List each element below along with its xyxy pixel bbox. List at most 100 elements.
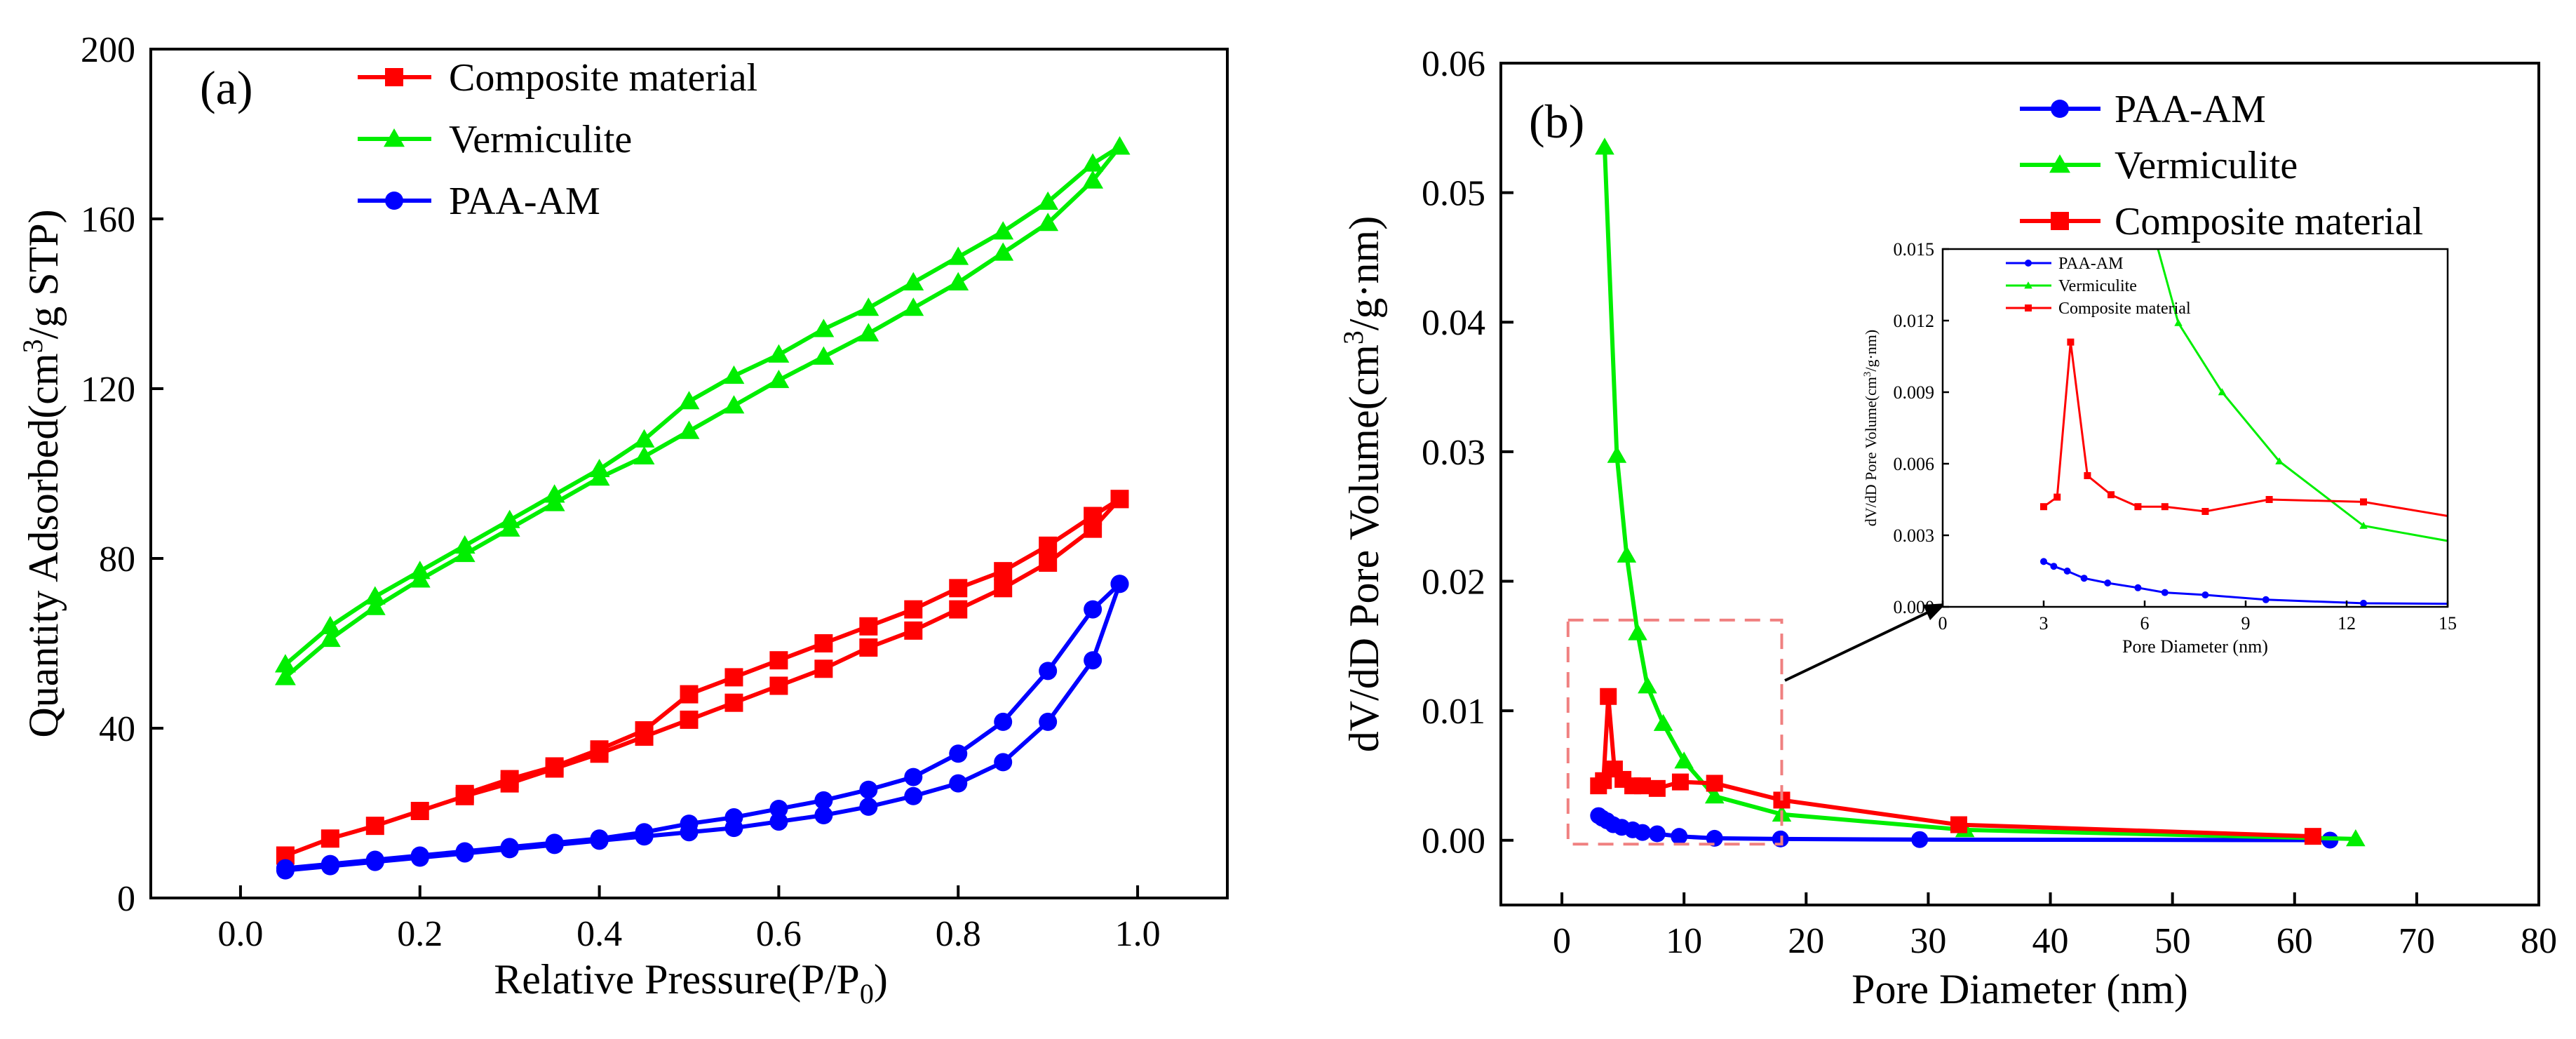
panel-a-composite-material-adsorption-point	[365, 817, 384, 836]
panel-a-vermiculite-adsorption-point	[948, 272, 969, 290]
inset-x-axis-label: Pore Diameter (nm)	[2122, 636, 2268, 657]
panel-a-vermiculite-desorption-point	[813, 319, 835, 337]
panel-b-label: (b)	[1529, 95, 1584, 148]
panel-a-label: (a)	[200, 61, 252, 114]
inset-legend: PAA-AM Vermiculite Composite material	[2006, 255, 2191, 318]
panel-b-paa-am-point	[1648, 825, 1666, 843]
panel-b-composite-material-point	[1950, 816, 1967, 833]
panel-b-chart: 0 10 20 30 40 50 60 70 800.000.010.020.030.040.0…	[1337, 44, 2557, 1012]
panel-a-vermiculite-desorption-point	[364, 586, 386, 605]
panel-a-paa-am-desorption-point	[455, 842, 474, 861]
inset-composite-material-point	[2161, 503, 2169, 511]
panel-b-vermiculite-point	[1638, 676, 1657, 694]
inset-vermiculite-point	[2359, 521, 2368, 529]
panel-a-vermiculite-desorption-point	[1082, 153, 1104, 172]
panel-a-paa-am-desorption-point	[724, 808, 743, 827]
panel-b-legend: PAA-AM Vermiculite Composite material	[2020, 88, 2423, 243]
panel-a-chart: 0.0 0.2 0.4 0.6 0.8 1.0 0 40 80 120 160 200 (a) Rel…	[17, 30, 1229, 1010]
inset-y-tick-label: 0.003	[1894, 525, 1935, 546]
inset-composite-material-point	[2040, 503, 2047, 511]
panel-a-composite-material-adsorption-point	[769, 676, 788, 695]
inset-legend-vermiculite-marker	[2024, 281, 2032, 289]
panel-a-x-tick-label: 0.2	[397, 914, 443, 954]
inset-x-tick-label: 9	[2241, 613, 2251, 634]
panel-a-vermiculite-desorption-point	[454, 535, 476, 554]
panel-a-paa-am-desorption-point	[1084, 600, 1102, 619]
inset-vermiculite-point	[2174, 319, 2183, 326]
inset-paa-am-point	[2262, 596, 2270, 603]
panel-a-vermiculite-adsorption-point	[274, 666, 296, 685]
inset-background	[1943, 249, 2448, 607]
inset-x-tick-label: 3	[2039, 613, 2049, 634]
inset-y-tick-label: 0.000	[1894, 597, 1935, 617]
panel-a-composite-material-adsorption-point	[814, 659, 833, 678]
inset-paa-am-point	[2050, 563, 2058, 570]
panel-a-composite-material-adsorption-point	[904, 621, 923, 640]
panel-b-vermiculite-point	[2346, 829, 2366, 847]
panel-a-legend: Composite material Vermiculite PAA-AM	[358, 56, 757, 223]
panel-b-x-tick-label: 40	[2032, 921, 2069, 961]
panel-b-x-tick-label: 10	[1666, 921, 1702, 961]
panel-a-paa-am-desorption-point	[590, 829, 609, 848]
panel-a-paa-am-adsorption-point	[814, 806, 833, 825]
panel-a-vermiculite-adsorption-point	[1037, 213, 1059, 232]
panel-a-x-tick-label: 0.0	[217, 914, 263, 954]
inset-y-tick-label: 0.009	[1894, 382, 1935, 403]
panel-b-y-axis-label: dV/dD Pore Volume(cm3/g·nm)	[1337, 216, 1387, 752]
panel-a-x-tick-label: 0.4	[576, 914, 622, 954]
inset-y-axis-label: dV/dD Pore Volume(cm3/g·nm)	[1862, 330, 1880, 526]
panel-b-x-tick-label: 0	[1553, 921, 1571, 961]
inset-legend-paa-am-marker	[2025, 260, 2032, 267]
inset-y-tick-label: 0.012	[1894, 311, 1935, 331]
panel-a-paa-am-adsorption-point	[859, 797, 878, 816]
panel-a-legend-paa-am-marker	[385, 192, 403, 210]
panel-b-paa-am-point	[1671, 828, 1688, 845]
panel-b-x-tick-label: 50	[2154, 921, 2191, 961]
inset-pointer-arrowhead	[1923, 603, 1946, 620]
panel-b-highlight-box	[1566, 618, 1783, 846]
panel-a-vermiculite-adsorption-line	[283, 145, 1121, 679]
inset-paa-am-point	[2040, 558, 2047, 565]
panel-a-paa-am-adsorption-point	[1084, 651, 1102, 670]
panel-a-x-tick-label: 1.0	[1115, 914, 1161, 954]
inset-composite-material-point	[2108, 491, 2115, 499]
panel-b-x-tick-label: 30	[1910, 921, 1946, 961]
inset-paa-am-point	[2134, 584, 2142, 591]
inset-x-tick-label: 6	[2140, 613, 2150, 634]
panel-b-y-tick-label: 0.00	[1422, 822, 1485, 862]
panel-a-paa-am-desorption-point	[365, 850, 384, 869]
panel-a-series-layer	[274, 136, 1131, 880]
panel-a-paa-am-desorption-point	[859, 780, 878, 799]
inset-vermiculite-point	[2218, 388, 2227, 396]
panel-a-vermiculite-adsorption-point	[768, 369, 790, 389]
panel-a-composite-material-adsorption-point	[321, 829, 339, 848]
panel-a-vermiculite-adsorption-point	[992, 242, 1014, 261]
panel-a-vermiculite-desorption-point	[768, 344, 790, 363]
panel-a-paa-am-desorption-point	[1110, 575, 1129, 594]
panel-a-x-tick-label: 0.8	[936, 914, 981, 954]
panel-a-vermiculite-adsorption-point	[678, 420, 700, 439]
panel-b-legend-vermiculite-marker	[2049, 154, 2070, 173]
inset-composite-material-point	[2054, 493, 2061, 501]
panel-a-y-axis-label: Quantity Adsorbed(cm3/g STP)	[17, 209, 67, 737]
inset-x-tick-label: 0	[1938, 613, 1948, 634]
panel-b-y-tick-label: 0.02	[1422, 562, 1485, 602]
panel-a-vermiculite-desorption-point	[499, 509, 520, 528]
panel-a-composite-material-desorption-point	[769, 651, 788, 670]
panel-b-legend-paa-am-label: PAA-AM	[2115, 88, 2266, 131]
panel-a-composite-material-desorption-point	[455, 784, 474, 803]
panel-a-legend-composite-material-marker	[385, 68, 403, 86]
panel-a-vermiculite-desorption-point	[274, 654, 296, 673]
panel-a-ticks: 0.0 0.2 0.4 0.6 0.8 1.0 0 40 80 120 160 200	[81, 30, 1161, 954]
panel-a-vermiculite-desorption-point	[678, 391, 700, 410]
panel-a-paa-am-desorption-point	[545, 833, 564, 852]
inset-composite-material-point	[2134, 503, 2142, 511]
panel-b-vermiculite-point	[1628, 623, 1647, 641]
panel-a-vermiculite-adsorption-point	[364, 596, 386, 615]
panel-b-composite-material-point	[1706, 775, 1723, 792]
panel-b-paa-am-point	[1911, 831, 1929, 848]
inset-composite-material-point	[2265, 496, 2273, 503]
inset-legend-vermiculite-label: Vermiculite	[2058, 277, 2137, 295]
panel-a-paa-am-desorption-point	[814, 791, 833, 810]
